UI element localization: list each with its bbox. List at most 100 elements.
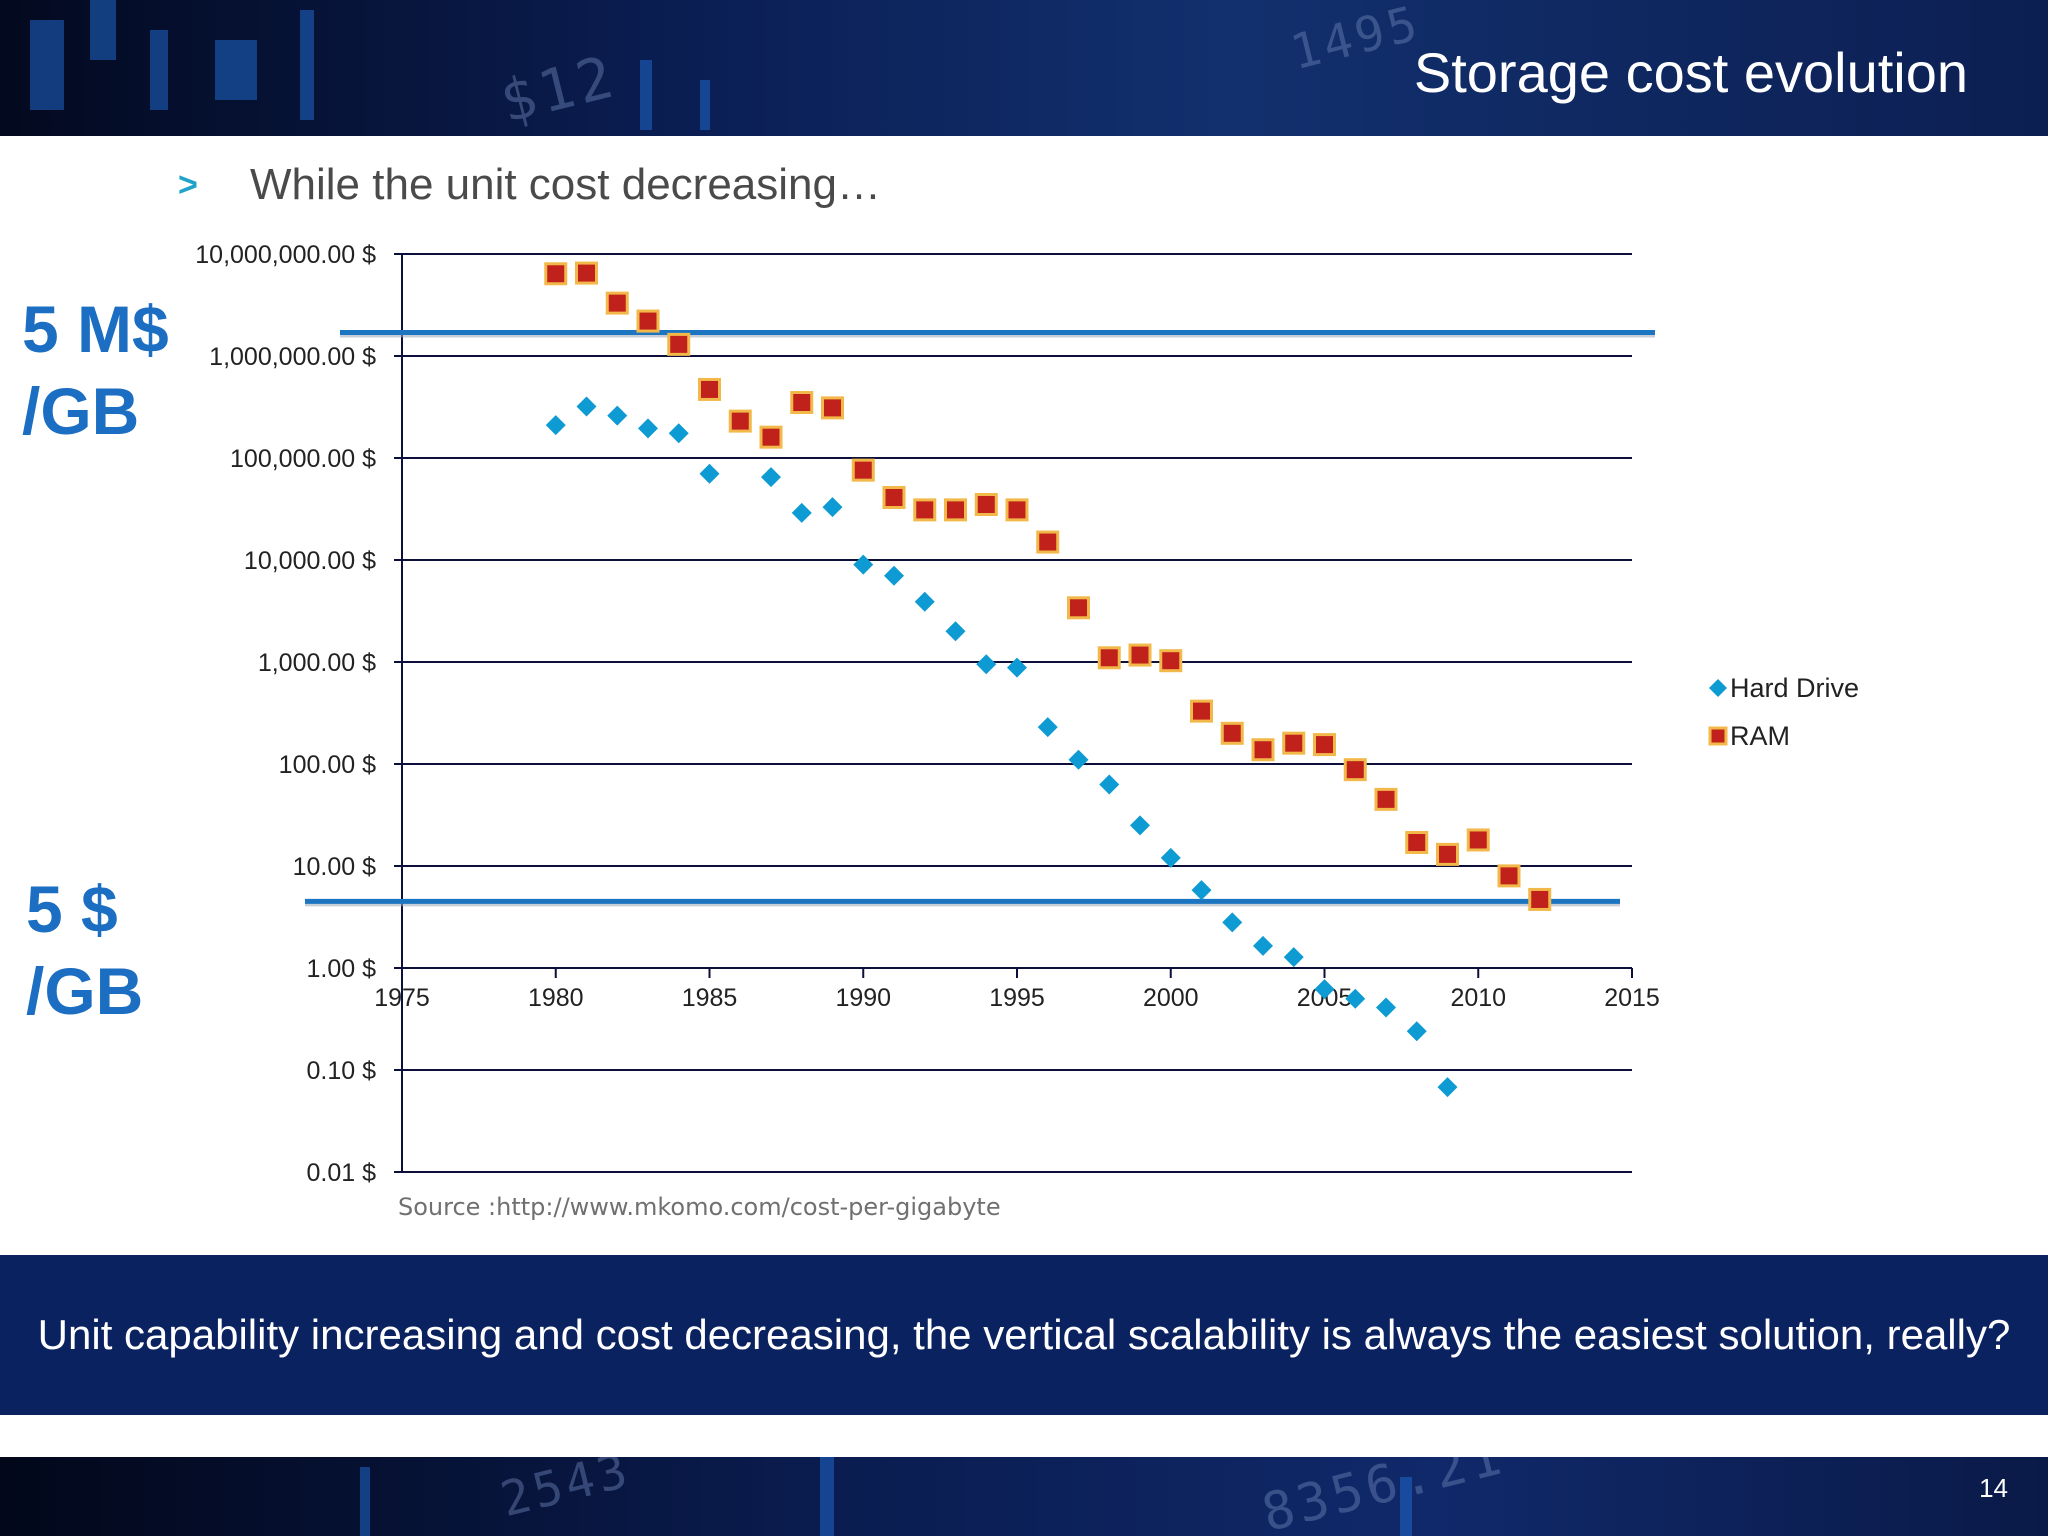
banner-decoration [215, 40, 257, 100]
x-tick-label: 1995 [989, 984, 1045, 1012]
ram-point [1036, 530, 1060, 554]
x-tick-label: 1980 [528, 984, 584, 1012]
slide-title: Storage cost evolution [1413, 41, 1968, 104]
ram-point [1097, 646, 1121, 670]
y-tick-label: 10,000,000.00 $ [195, 241, 376, 269]
hard-drive-point [1376, 997, 1396, 1018]
callout-high: 5 M$ /GB [22, 288, 169, 452]
y-tick-label: 1,000,000.00 $ [209, 343, 376, 371]
x-tick-label: 2015 [1604, 984, 1660, 1012]
x-tick-label: 1985 [682, 984, 738, 1012]
hard-drive-point [853, 554, 874, 575]
legend-label: RAM [1730, 721, 1790, 751]
x-tick-label: 2010 [1450, 984, 1506, 1012]
hard-drive-point [822, 497, 843, 518]
hard-drive-point [638, 418, 658, 439]
ram-point [575, 261, 598, 285]
ram-point [1436, 842, 1459, 866]
x-tick-label: 2000 [1143, 984, 1199, 1012]
ram-point [605, 291, 629, 315]
ram-point [1220, 721, 1244, 745]
callout-low-value: 5 $ [26, 872, 118, 946]
hard-drive-point [945, 621, 966, 642]
hard-drive-point [1130, 815, 1150, 836]
hard-drive-point [1191, 880, 1212, 901]
banner-decoration [360, 1467, 370, 1536]
ram-point [851, 458, 875, 482]
y-tick-label: 100,000.00 $ [230, 445, 376, 473]
ram-point [1528, 887, 1552, 911]
y-tick-label: 10,000.00 $ [244, 547, 376, 575]
y-tick-label: 1,000.00 $ [258, 649, 376, 677]
ram-point [1343, 758, 1367, 782]
hard-drive-point [668, 423, 689, 444]
ram-point [1313, 733, 1336, 757]
ram-point [1251, 738, 1275, 762]
hard-drive-point [976, 654, 997, 675]
ram-point [1497, 864, 1521, 888]
ram-point [636, 309, 660, 333]
hard-drive-point [1345, 988, 1366, 1009]
hard-drive-point [576, 396, 597, 417]
banner-decoration [90, 0, 116, 60]
ram-point [667, 332, 691, 356]
banner-decoration [820, 1457, 834, 1536]
legend-hard-drive-marker [1709, 679, 1727, 697]
hard-drive-point [1283, 947, 1304, 968]
ram-point [1128, 643, 1152, 667]
ram-point [759, 425, 783, 449]
page-number: 14 [1979, 1473, 2008, 1503]
hard-drive-point [1160, 847, 1181, 868]
ram-point [1405, 830, 1429, 854]
bottom-banner: 2543 8356.21 [0, 1457, 2048, 1536]
ram-point [1374, 787, 1398, 811]
ram-point [698, 377, 721, 401]
hard-drive-point [791, 502, 812, 523]
source-citation: Source :http://www.mkomo.com/cost-per-gi… [398, 1193, 1001, 1221]
bullet-text: While the unit cost decreasing… [250, 160, 881, 209]
banner-decoration [700, 80, 710, 130]
hard-drive-point [545, 415, 566, 436]
ram-point [944, 498, 967, 522]
top-banner: $12 1495 Storage cost evolution [0, 0, 2048, 136]
y-tick-label: 1.00 $ [306, 955, 376, 983]
ram-point [1067, 596, 1090, 620]
callout-high-unit: /GB [22, 374, 140, 448]
hard-drive-point [1406, 1021, 1427, 1042]
bullet-item: > While the unit cost decreasing… [178, 155, 881, 215]
ram-point [1190, 699, 1213, 723]
callout-low: 5 $ /GB [26, 868, 143, 1032]
banner-decoration [640, 60, 652, 130]
banner-decoration [150, 30, 168, 110]
ram-point [728, 409, 752, 433]
ram-point [790, 391, 814, 415]
ram-point [913, 498, 937, 522]
callout-high-value: 5 M$ [22, 292, 169, 366]
y-tick-label: 0.10 $ [306, 1057, 376, 1085]
callout-low-unit: /GB [26, 954, 144, 1028]
hard-drive-point [1314, 979, 1335, 1000]
hard-drive-point [1222, 912, 1243, 933]
hard-drive-point [1099, 774, 1120, 795]
hard-drive-point [914, 591, 935, 612]
ram-point [544, 262, 568, 286]
hard-drive-point [1437, 1077, 1458, 1098]
ram-point [1282, 731, 1306, 755]
bullet-marker: > [178, 165, 198, 204]
ram-point [1005, 498, 1029, 522]
hard-drive-point [884, 565, 904, 586]
conclusion-text: Unit capability increasing and cost decr… [37, 1311, 2011, 1358]
ram-point [821, 396, 844, 420]
hard-drive-point [1068, 749, 1089, 770]
x-tick-label: 1990 [835, 984, 891, 1012]
y-tick-label: 10.00 $ [293, 853, 377, 881]
banner-decoration [30, 20, 64, 110]
banner-decoration [1400, 1477, 1412, 1536]
hard-drive-point [1007, 657, 1027, 678]
legend-ram-marker [1708, 726, 1728, 746]
legend-label: Hard Drive [1730, 673, 1859, 703]
conclusion-bar: Unit capability increasing and cost decr… [0, 1255, 2048, 1415]
hard-drive-point [761, 467, 781, 488]
x-tick-label: 1975 [374, 984, 430, 1012]
ram-point [974, 493, 998, 517]
